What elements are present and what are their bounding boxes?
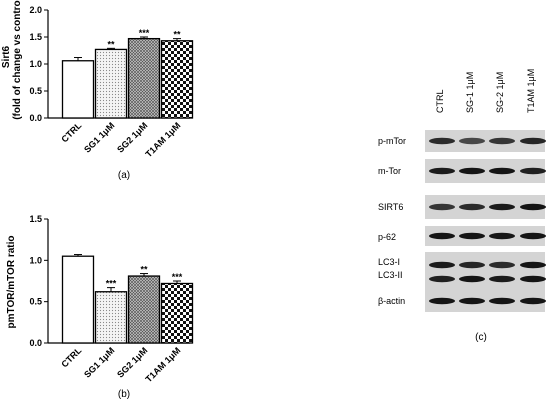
blot-band: [489, 261, 515, 269]
chart-b-ylabel: pmTOR/mTOR ratio: [6, 236, 17, 329]
chart-a: Sirt6 (fold of change vs control) (a) 0.…: [1, 0, 194, 181]
western-blot-panel: (c) CTRL SG-1 1μM SG-2 1μM T1AM 1μM p-mTor m-…: [378, 69, 546, 343]
chart-a-ylabel-line1: Sirt6: [1, 45, 12, 68]
blot-row-label: LC3-II: [378, 270, 403, 280]
blot-row-label: LC3-I: [378, 257, 400, 267]
y-tick-label: 0.5: [29, 86, 42, 96]
blot-band: [489, 275, 515, 283]
significance-label: ***: [139, 28, 150, 38]
x-tick-label: T1AM 1μM: [144, 120, 183, 159]
significance-label: **: [173, 30, 181, 40]
blot-band: [429, 137, 455, 145]
blot-band: [520, 167, 546, 175]
blot-band: [489, 297, 515, 305]
blot-band: [520, 261, 546, 269]
blot-band: [459, 297, 485, 305]
blot-band: [489, 137, 515, 145]
blot-row-label: p-62: [378, 232, 396, 242]
blot-band: [459, 167, 485, 175]
blot-band: [520, 297, 546, 305]
blot-band: [459, 137, 485, 145]
blot-row-label: β-actin: [378, 296, 405, 306]
significance-label: ***: [172, 272, 183, 282]
blot-band: [429, 297, 455, 305]
chart-a-ylabel-line2: (fold of change vs control): [12, 0, 23, 120]
bar: [160, 282, 194, 344]
y-tick-label: 1.0: [29, 59, 42, 69]
blot-band: [489, 203, 515, 211]
x-tick-label: SG2 1μM: [115, 345, 149, 379]
y-tick-label: 1.5: [29, 32, 42, 42]
x-tick-label: CTRL: [59, 120, 83, 144]
y-tick-label: 1.0: [29, 255, 42, 265]
blot-row-label: SIRT6: [378, 202, 403, 212]
blot-band: [429, 261, 455, 269]
blot-band: [520, 203, 546, 211]
chart-b: pmTOR/mTOR ratio (b) 0.00.51.01.5CTRL***…: [6, 214, 194, 400]
bar: [61, 60, 95, 119]
blot-band: [459, 275, 485, 283]
bar: [127, 275, 161, 344]
blot-row-label: p-mTor: [378, 136, 406, 146]
x-tick-label: T1AM 1μM: [144, 345, 183, 384]
blot-panel-label: (c): [475, 332, 487, 343]
x-tick-label: CTRL: [59, 345, 83, 369]
y-tick-label: 1.5: [29, 214, 42, 224]
blot-band: [429, 167, 455, 175]
significance-label: **: [140, 265, 148, 275]
x-tick-label: SG1 1μM: [82, 120, 116, 154]
blot-band: [429, 275, 455, 283]
bar: [127, 37, 161, 119]
blot-lane-label: CTRL: [435, 89, 445, 113]
blot-band: [489, 167, 515, 175]
chart-b-panel-label: (b): [118, 389, 130, 400]
blot-band: [429, 203, 455, 211]
y-tick-label: 0.5: [29, 297, 42, 307]
significance-label: ***: [106, 279, 117, 289]
blot-band: [489, 232, 515, 240]
bar: [94, 48, 128, 119]
bar: [61, 255, 95, 344]
y-tick-label: 2.0: [29, 5, 42, 15]
blot-lane-label: SG-2 1μM: [495, 72, 505, 113]
blot-row-label: m-Tor: [378, 166, 401, 176]
blot-lane-label: SG-1 1μM: [465, 72, 475, 113]
blot-strip: [425, 252, 545, 292]
blot-band: [520, 232, 546, 240]
y-tick-label: 0.0: [29, 113, 42, 123]
x-tick-label: SG1 1μM: [82, 345, 116, 379]
blot-band: [459, 232, 485, 240]
blot-band: [429, 232, 455, 240]
y-tick-label: 0.0: [29, 338, 42, 348]
x-tick-label: SG2 1μM: [115, 120, 149, 154]
bar: [94, 291, 128, 344]
blot-band: [459, 261, 485, 269]
chart-a-panel-label: (a): [118, 170, 130, 181]
significance-label: **: [107, 39, 115, 49]
bar: [160, 40, 194, 119]
blot-band: [520, 275, 546, 283]
blot-band: [520, 137, 546, 145]
blot-band: [459, 203, 485, 211]
blot-lane-label: T1AM 1μM: [526, 69, 536, 113]
